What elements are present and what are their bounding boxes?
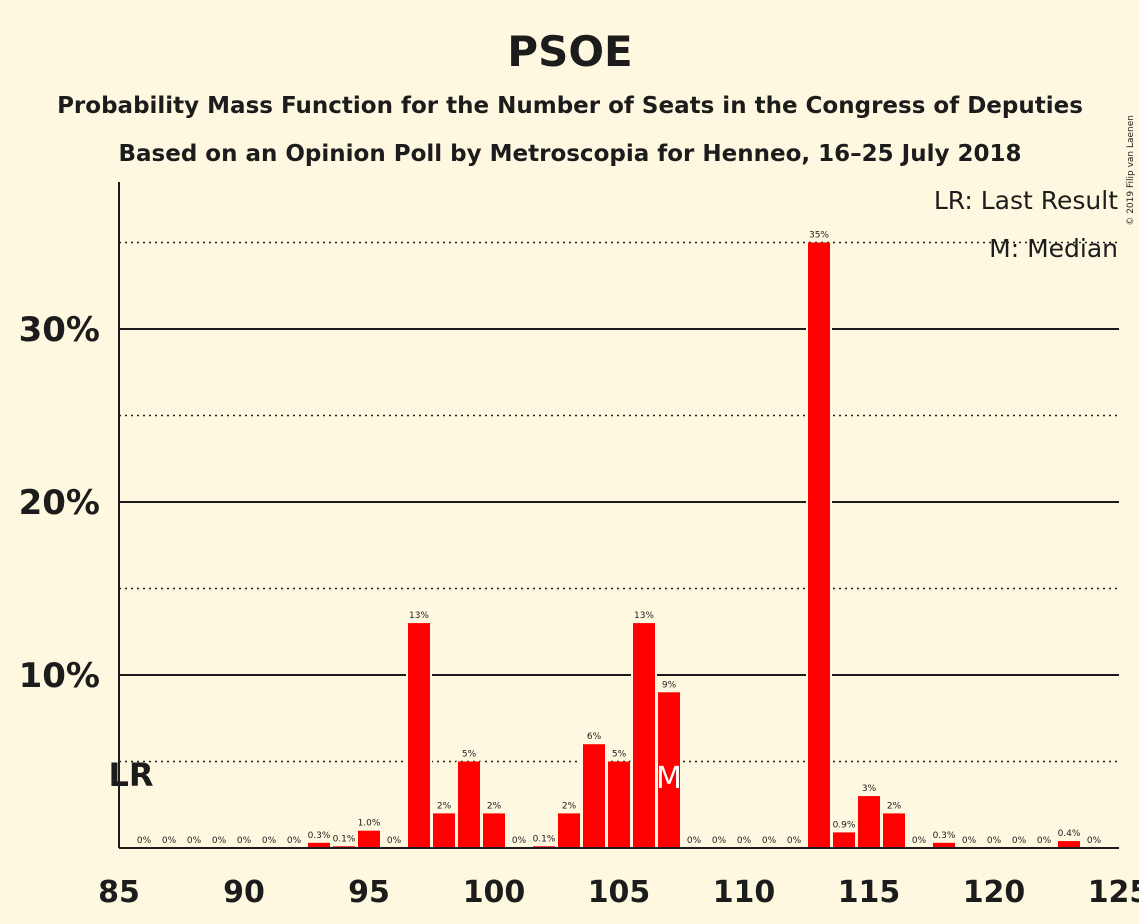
bar-value-label: 0.3% [933,831,956,841]
y-tick-label: 20% [19,483,100,523]
bar-value-label: 0% [387,836,402,846]
bar-value-label: 0% [987,836,1002,846]
bar-value-label: 2% [887,801,902,811]
legend-median: M: Median [989,234,1118,263]
bar-value-label: 0% [762,836,777,846]
bar-value-label: 0.3% [308,831,331,841]
labels: 10% 20% 30% 85 90 95 100 105 110 115 120 125 0% 0% 0% 0… [19,231,1139,911]
x-tick-label: 95 [348,875,390,910]
bar-value-label: 0% [512,836,527,846]
bar-value-label: 0% [187,836,202,846]
x-tick-label: 110 [713,875,776,910]
bar-value-label: 0% [137,836,152,846]
bar-value-label: 2% [487,801,502,811]
bar-value-label: 0.9% [833,820,856,830]
bar-value-label: 1.0% [358,819,381,829]
bar-value-label: 0.1% [533,834,556,844]
bar [633,623,655,848]
bar-value-label: 0% [162,836,177,846]
x-tick-label: 115 [838,875,901,910]
bar [858,796,880,848]
bar [433,813,455,848]
bar-value-label: 0% [237,836,252,846]
bar [558,813,580,848]
bar-value-label: 3% [862,784,877,794]
median-marker: M [656,761,682,796]
bars [306,242,1082,848]
bar-value-label: 13% [634,611,654,621]
bar [933,842,955,848]
bar-value-label: 2% [562,801,577,811]
bar [608,761,630,848]
bar-value-label: 6% [587,732,602,742]
grid-lines [119,241,1119,763]
bar-value-label: 0% [1012,836,1027,846]
bar-value-label: 0% [262,836,277,846]
bar-value-label: 13% [409,611,429,621]
bar-value-label: 0% [1087,836,1102,846]
bar-value-label: 0.1% [333,834,356,844]
bar [358,830,380,848]
last-result-marker: LR [108,756,153,794]
chart-subtitle-1: Probability Mass Function for the Number… [57,93,1083,119]
bar-value-label: 9% [662,680,677,690]
bar-value-label: 0% [787,836,802,846]
x-tick-label: 105 [588,875,651,910]
bar-value-label: 0% [962,836,977,846]
bar-value-label: 35% [809,231,829,241]
bar-value-label: 0% [687,836,702,846]
chart-title: PSOE [507,27,632,76]
x-tick-label: 120 [963,875,1026,910]
bar-value-label: 0% [737,836,752,846]
copyright-note: © 2019 Filip van Laenen [1126,115,1136,226]
bar [808,242,830,848]
bar-value-label: 0% [912,836,927,846]
chart-subtitle-2: Based on an Opinion Poll by Metroscopia … [118,141,1021,167]
legend-last-result: LR: Last Result [934,186,1118,215]
bar [483,813,505,848]
bar [1058,841,1080,848]
bar [883,813,905,848]
bar-value-label: 0% [287,836,302,846]
y-tick-label: 30% [19,310,100,350]
x-tick-label: 100 [463,875,526,910]
bar [833,832,855,848]
bar [308,842,330,848]
bar-value-label: 5% [612,750,627,760]
x-tick-label: 90 [223,875,265,910]
bar-value-label: 0% [712,836,727,846]
x-tick-label: 125 [1088,875,1139,910]
y-tick-label: 10% [19,656,100,696]
bar [408,623,430,848]
bar-value-label: 0% [1037,836,1052,846]
bar [658,692,680,848]
x-tick-label: 85 [98,875,140,910]
bar [583,744,605,848]
bar-value-label: 0.4% [1058,829,1081,839]
bar-value-label: 2% [437,801,452,811]
bar-value-label: 5% [462,750,477,760]
bar-value-label: 0% [212,836,227,846]
bar [458,761,480,848]
axes [118,182,1119,849]
